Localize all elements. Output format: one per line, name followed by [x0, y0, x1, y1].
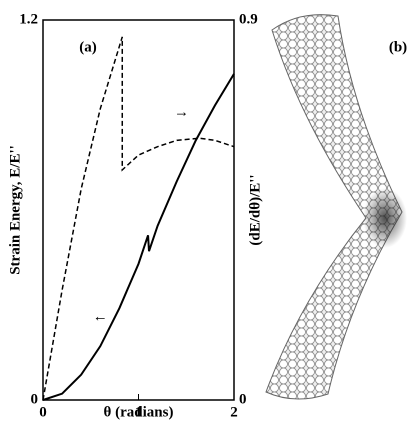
y2-tick-label: 0 [239, 391, 247, 407]
annotation: ← [93, 309, 108, 325]
y-axis-label: Strain Energy, E/E'' [7, 145, 23, 275]
data-line [42, 73, 235, 401]
y2-axis-label: (dE/dθ)/E'' [247, 174, 263, 245]
y2-tick-label: 0.9 [239, 11, 258, 27]
nanotube-image [265, 14, 407, 400]
x-tick-label: 1 [135, 404, 143, 420]
data-line [42, 36, 235, 401]
y-tick-label: 0 [31, 391, 39, 407]
panel-label: (b) [389, 39, 407, 55]
x-tick-label: 2 [230, 404, 238, 420]
x-axis-label: θ (radians) [104, 404, 174, 420]
plot-frame [42, 19, 235, 401]
panel-label: (a) [79, 39, 97, 55]
y-tick-label: 1.2 [19, 11, 38, 27]
annotation: → [174, 104, 189, 120]
x-tick-label: 0 [39, 404, 47, 420]
